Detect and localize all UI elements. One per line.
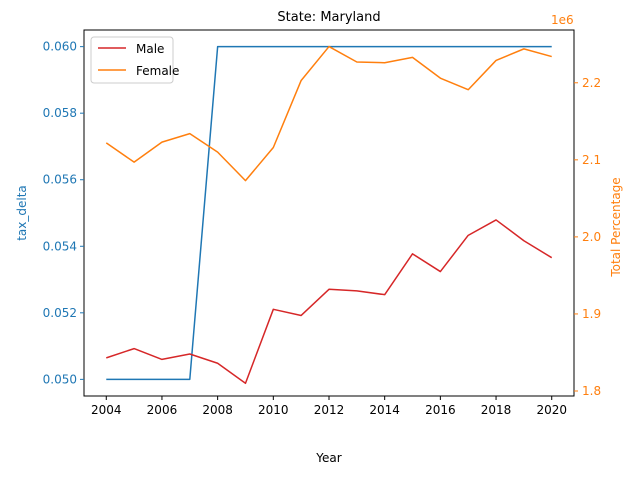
right-y-tick-label: 2.0 [582,230,601,244]
x-tick-label: 2018 [481,403,512,417]
x-tick-label: 2012 [314,403,345,417]
right-axis-offset-label: 1e6 [551,13,574,27]
x-axis-label: Year [315,451,341,465]
x-tick-label: 2006 [147,403,178,417]
left-y-tick-label: 0.058 [43,106,77,120]
legend-label-female: Female [136,64,179,78]
series-line-male [106,219,553,385]
left-y-tick-label: 0.052 [43,306,77,320]
left-y-tick-label: 0.056 [43,173,77,187]
x-tick-label: 2004 [91,403,122,417]
left-y-tick-label: 0.054 [43,239,77,253]
x-tick-label: 2010 [258,403,289,417]
plot-area [83,29,575,397]
legend: Male Female [90,36,179,84]
x-tick-label: 2008 [202,403,233,417]
left-y-tick-label: 0.050 [43,372,77,386]
legend-label-male: Male [136,42,164,56]
series-line-female [105,45,552,182]
left-y-axis-ticks: 0.050 0.052 0.054 0.056 0.058 0.060 [43,40,84,386]
x-tick-label: 2020 [536,403,567,417]
x-tick-label: 2016 [425,403,456,417]
right-y-axis-label: Total Percentage [609,177,623,277]
chart-title: State: Maryland [277,10,380,25]
right-y-tick-label: 2.1 [582,153,601,167]
left-y-tick-label: 0.060 [43,40,77,54]
x-tick-label: 2014 [369,403,400,417]
right-y-tick-label: 1.9 [582,307,601,321]
right-y-axis-ticks: 1.8 1.9 2.0 2.1 2.2 [574,76,601,398]
right-y-tick-label: 2.2 [582,76,601,90]
right-y-tick-label: 1.8 [582,384,601,398]
x-axis-ticks: 2004 2006 2008 2010 2012 2014 2016 2018 2020 [91,396,567,417]
left-y-axis-label: tax_delta [15,185,29,241]
series-layer [105,45,553,385]
